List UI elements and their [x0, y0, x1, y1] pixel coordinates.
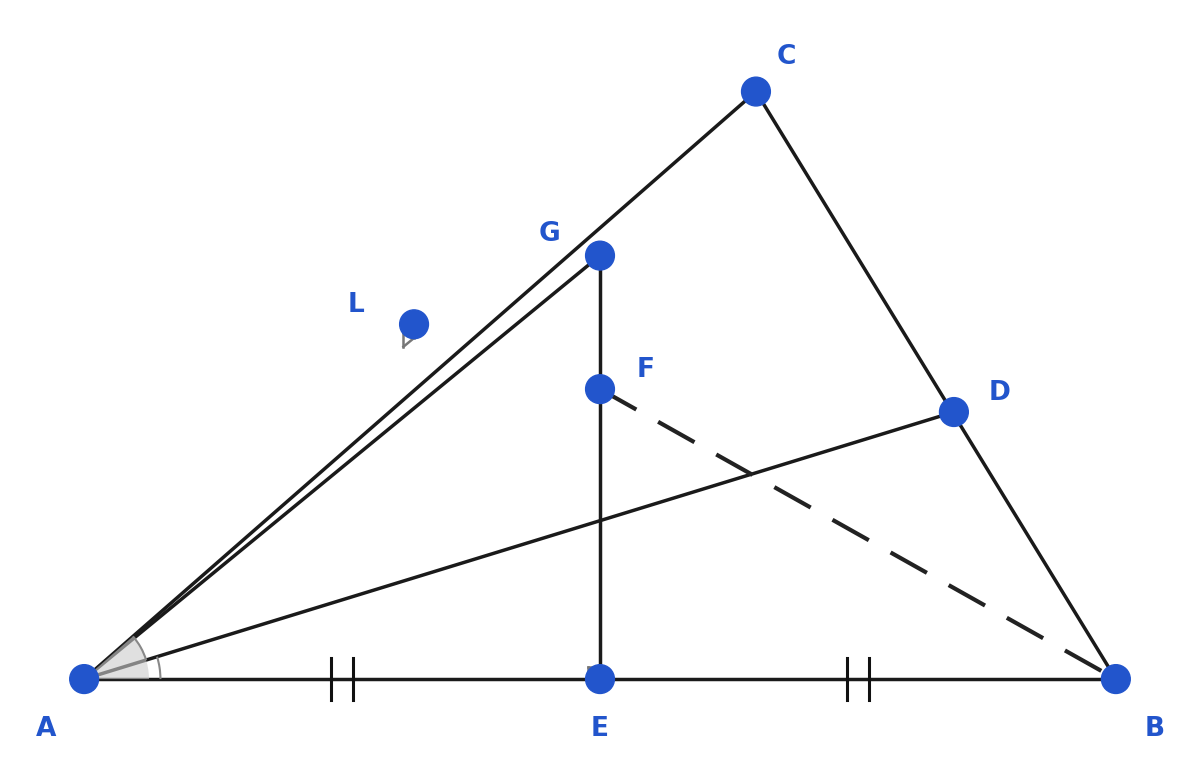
Wedge shape: [84, 636, 149, 679]
Circle shape: [1102, 665, 1130, 694]
Text: F: F: [636, 357, 654, 383]
Circle shape: [586, 241, 614, 270]
Text: G: G: [539, 221, 560, 247]
Circle shape: [70, 665, 98, 694]
Text: E: E: [592, 716, 610, 742]
Text: D: D: [989, 380, 1010, 406]
Circle shape: [742, 77, 770, 106]
Circle shape: [586, 665, 614, 694]
Circle shape: [586, 375, 614, 404]
Text: C: C: [776, 44, 796, 70]
Circle shape: [940, 398, 968, 427]
Text: B: B: [1144, 716, 1164, 742]
Text: L: L: [348, 292, 365, 318]
Text: A: A: [36, 716, 56, 742]
Circle shape: [400, 310, 428, 339]
